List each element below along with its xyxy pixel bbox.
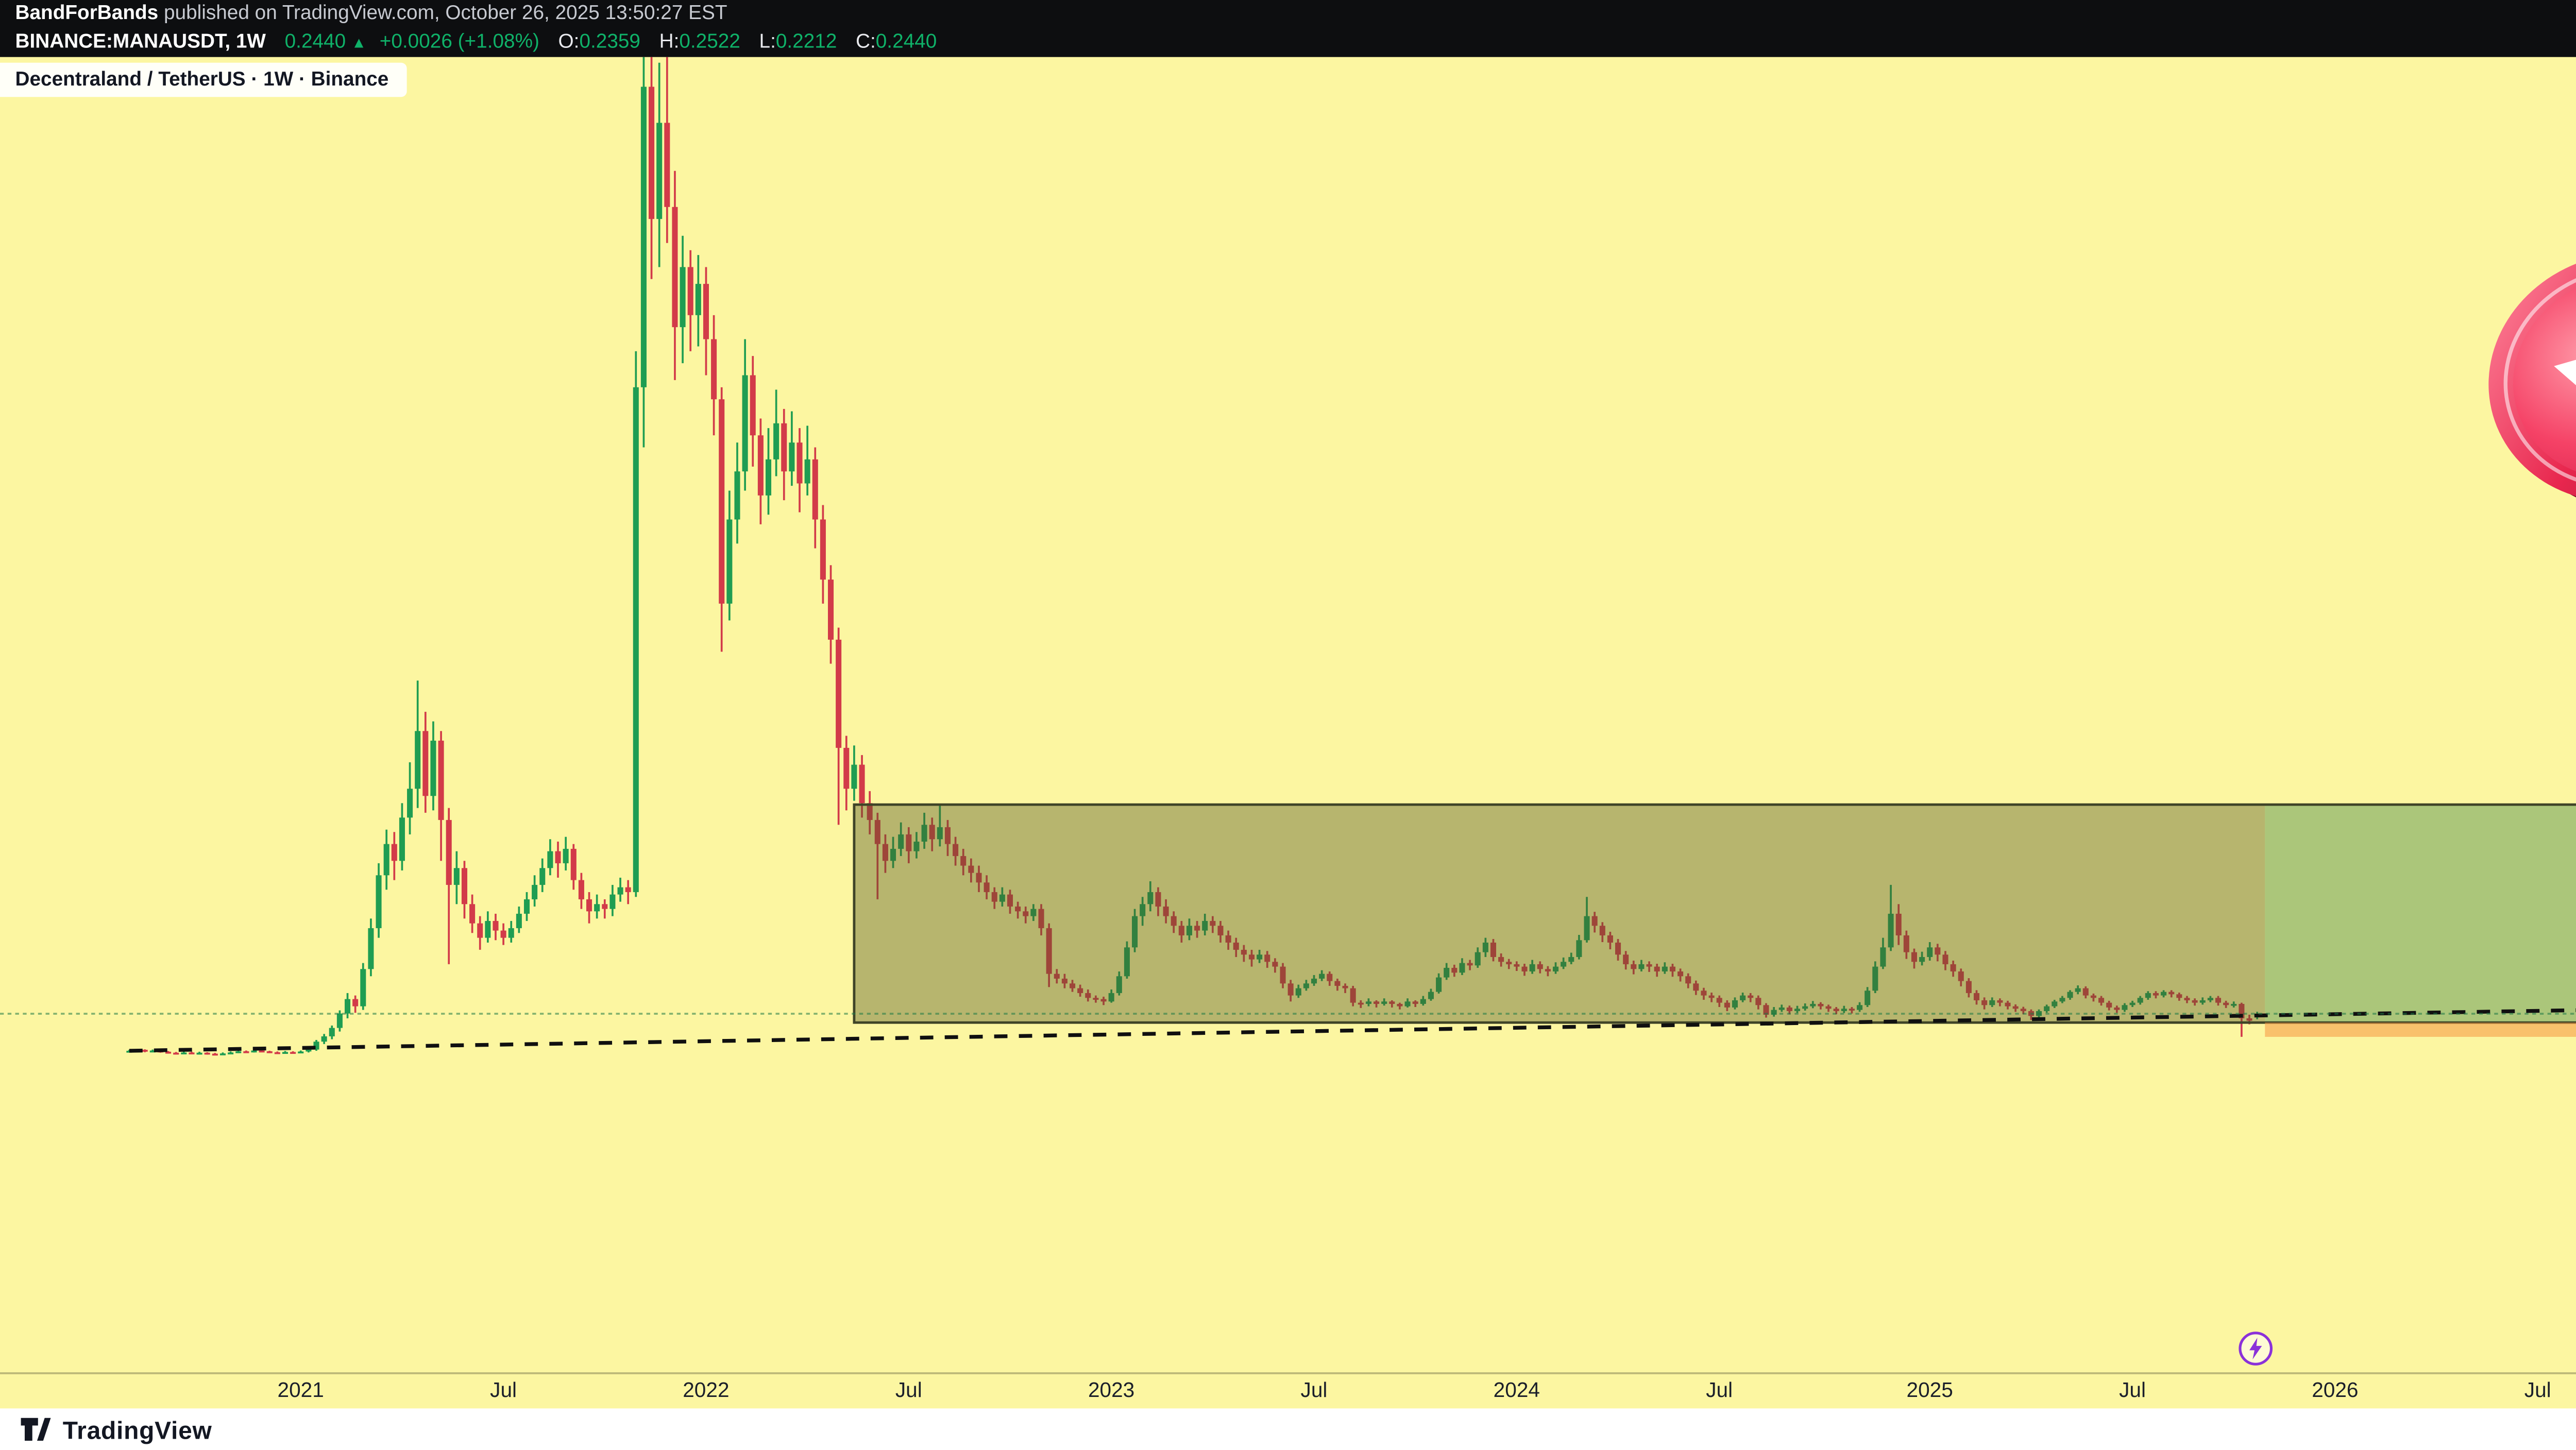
tradingview-brand[interactable]: TradingView (62, 1415, 212, 1444)
x-axis-tick-2022: 2022 (683, 1379, 730, 1403)
consolidation-box-past[interactable] (854, 805, 2265, 1023)
x-axis-tick-Jul: Jul (1300, 1379, 1328, 1403)
open-label: O: (558, 30, 580, 54)
candlestick-chart[interactable] (0, 57, 2576, 1372)
up-arrow-icon: ▲ (351, 34, 367, 52)
price-change: +0.0026 (+1.08%) (379, 30, 539, 54)
footer-bar: TradingView (0, 1408, 2576, 1450)
x-axis-tick-Jul: Jul (1706, 1379, 1733, 1403)
byline-row: BandForBands published on TradingView.co… (0, 0, 2576, 28)
low-label: L: (759, 30, 776, 54)
x-axis-tick-2026: 2026 (2312, 1379, 2359, 1403)
tradingview-logo-icon[interactable] (19, 1416, 52, 1443)
symbol-name[interactable]: BINANCE:MANAUSDT, 1W (15, 30, 266, 54)
last-price: 0.2440 (284, 30, 346, 54)
chart-pane[interactable] (0, 57, 2576, 1372)
candles (126, 57, 2260, 1056)
x-axis-tick-2023: 2023 (1088, 1379, 1135, 1403)
x-axis-tick-Jul: Jul (895, 1379, 922, 1403)
high-value: 0.2522 (679, 30, 740, 54)
consolidation-box-future[interactable] (2265, 805, 2576, 1023)
symbol-row: BINANCE:MANAUSDT, 1W 0.2440 ▲ +0.0026 (+… (0, 28, 2576, 57)
x-axis-tick-Jul: Jul (490, 1379, 517, 1403)
byline-text: published on TradingView.com, October 26… (158, 2, 727, 25)
author-name[interactable]: BandForBands (15, 2, 159, 25)
trendline[interactable] (129, 1008, 2576, 1053)
open-value: 0.2359 (579, 30, 641, 54)
symbol-legend[interactable]: Decentraland / TetherUS · 1W · Binance (0, 62, 408, 97)
support-zone[interactable] (2265, 1022, 2576, 1037)
decentraland-logo (2488, 253, 2576, 512)
close-value: 0.2440 (875, 30, 937, 54)
high-label: H: (659, 30, 680, 54)
flash-marker-icon[interactable] (2238, 1330, 2274, 1367)
publish-header: BandForBands published on TradingView.co… (0, 0, 2576, 57)
x-axis-tick-Jul: Jul (2524, 1379, 2551, 1403)
x-axis-tick-2025: 2025 (1906, 1379, 1953, 1403)
close-label: C: (856, 30, 876, 54)
x-axis-tick-2021: 2021 (277, 1379, 324, 1403)
x-axis-tick-2024: 2024 (1493, 1379, 1540, 1403)
x-axis-tick-Jul: Jul (2119, 1379, 2146, 1403)
low-value: 0.2212 (775, 30, 837, 54)
time-axis[interactable]: 2021 Jul 2022 Jul 2023 Jul 2024 Jul 2025 Jul 2026 J… (0, 1372, 2576, 1410)
